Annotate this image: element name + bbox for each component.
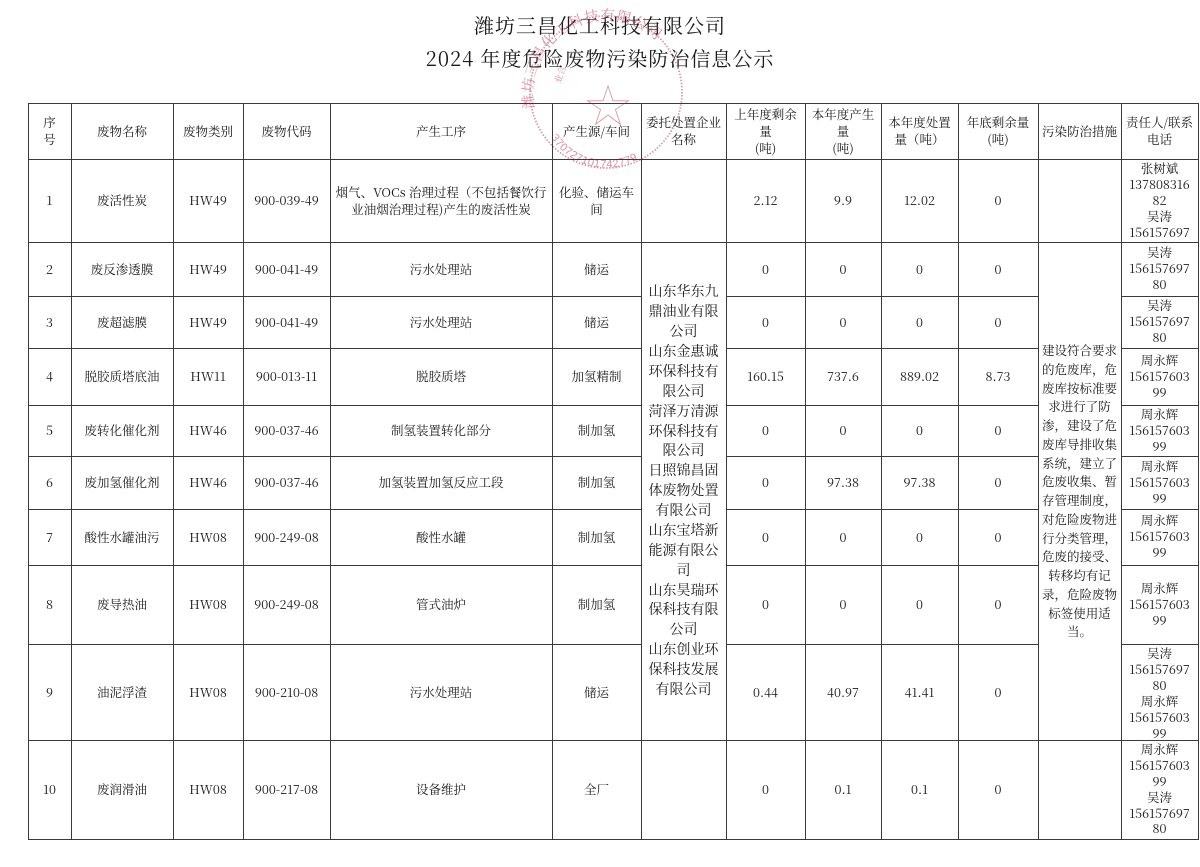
svg-text:业合: 业合: [551, 64, 569, 85]
svg-text:潍坊三昌化工科技有限公司: 潍坊三昌化工科技有限公司: [517, 4, 668, 110]
